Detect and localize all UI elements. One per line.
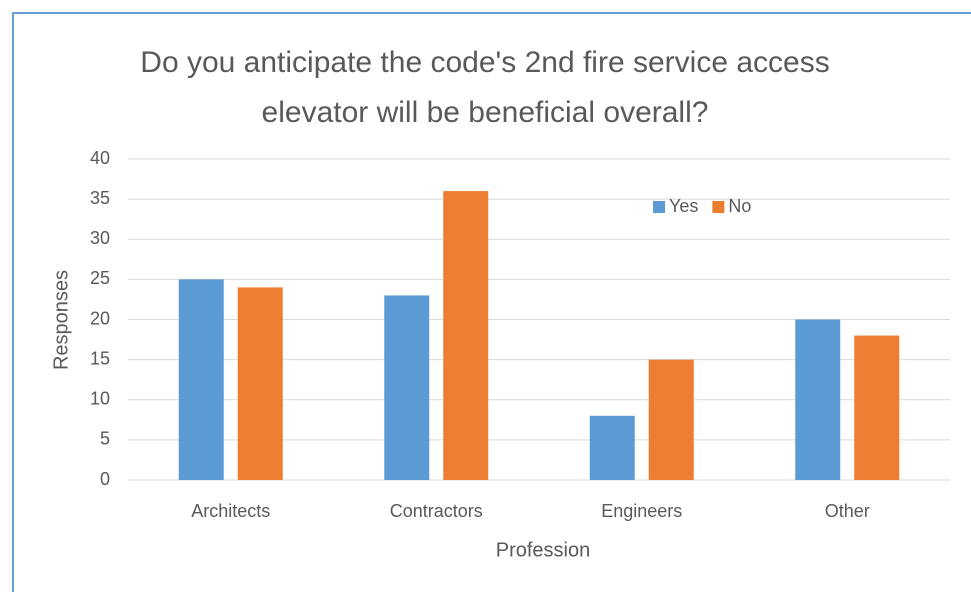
chart-title: Do you anticipate the code's 2nd fire se…: [140, 46, 830, 129]
y-tick-label: 35: [90, 188, 110, 208]
bar: [648, 359, 694, 480]
y-axis-title: Responses: [50, 270, 72, 370]
y-tick-label: 30: [90, 228, 110, 248]
y-tick-label: 0: [100, 469, 110, 489]
y-tick-label: 15: [90, 348, 110, 368]
x-tick-label: Architects: [191, 501, 270, 521]
y-tick-label: 5: [100, 429, 110, 449]
y-tick-label: 40: [90, 148, 110, 168]
x-tick-label: Engineers: [601, 501, 682, 521]
x-tick-label: Other: [825, 501, 870, 521]
legend-swatch: [653, 201, 665, 213]
bar: [178, 279, 224, 480]
bar: [443, 191, 489, 480]
bar: [795, 319, 841, 480]
y-tick-label: 25: [90, 268, 110, 288]
legend-swatch: [712, 201, 725, 213]
y-tick-label: 10: [90, 389, 110, 409]
x-tick-label: Contractors: [390, 501, 483, 521]
y-tick-label: 20: [90, 308, 110, 328]
bar: [589, 415, 635, 480]
legend-label: No: [728, 196, 751, 216]
bar: [854, 335, 900, 480]
chart-frame: [12, 12, 971, 592]
bar: [237, 287, 283, 480]
x-axis-title: Profession: [496, 539, 591, 561]
legend-label: Yes: [669, 196, 698, 216]
bar: [384, 295, 430, 480]
